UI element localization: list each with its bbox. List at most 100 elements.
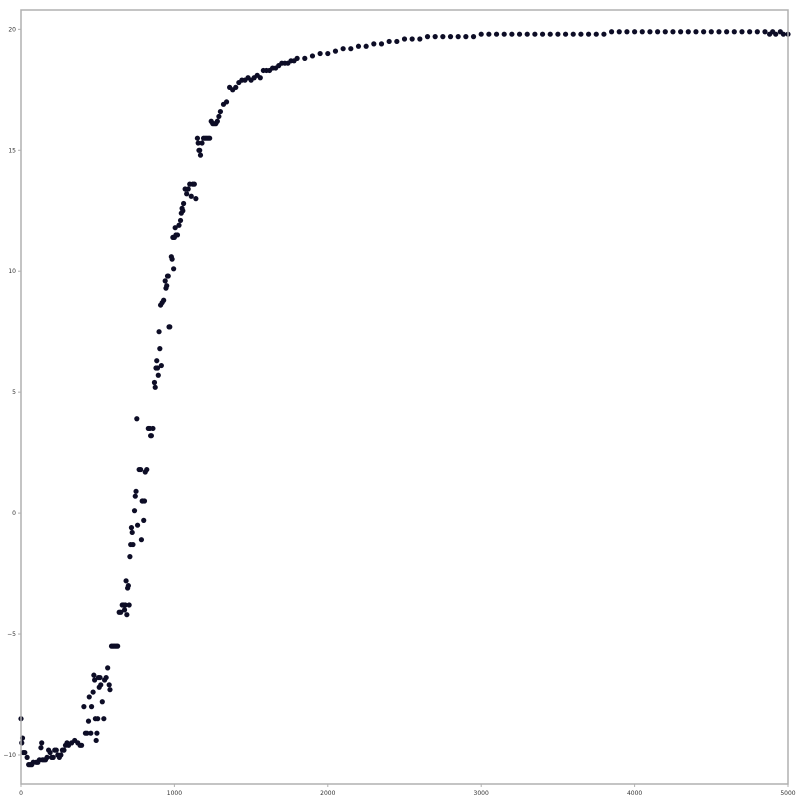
data-point: [731, 29, 737, 35]
data-point: [132, 493, 138, 499]
plot-frame: [20, 9, 789, 785]
data-point: [417, 36, 423, 42]
data-point: [780, 31, 787, 37]
data-point: [257, 75, 263, 81]
data-point: [107, 687, 113, 693]
data-point: [754, 29, 760, 35]
data-point: [167, 324, 173, 330]
data-point: [539, 31, 546, 37]
data-point: [747, 29, 753, 35]
y-axis: −10 −5 0 5 10 15 20: [3, 26, 21, 759]
data-point: [88, 704, 95, 710]
data-point: [624, 29, 630, 35]
data-point: [470, 34, 477, 40]
data-point: [47, 749, 53, 756]
data-point: [164, 283, 170, 289]
data-point: [632, 29, 638, 35]
data-point: [440, 34, 446, 40]
data-point: [386, 38, 392, 45]
data-point: [585, 31, 592, 37]
data-point: [678, 29, 684, 35]
data-point: [639, 29, 645, 35]
data-point: [98, 682, 104, 688]
data-point: [655, 29, 661, 35]
data-point: [317, 50, 323, 57]
data-point: [432, 34, 438, 40]
data-point: [578, 31, 584, 37]
data-point: [185, 186, 191, 192]
data-point: [180, 208, 186, 214]
data-point: [555, 31, 561, 37]
data-point: [401, 36, 408, 42]
data-point: [309, 53, 316, 59]
data-point: [177, 217, 184, 224]
data-point: [124, 612, 130, 618]
data-point: [84, 730, 90, 736]
data-point: [94, 730, 100, 736]
data-point: [38, 745, 44, 751]
data-point: [138, 466, 144, 473]
data-point: [131, 508, 138, 514]
data-point: [197, 152, 204, 158]
plot-area-background: [21, 10, 788, 784]
data-point: [97, 674, 103, 681]
x-tick-label: 1000: [167, 790, 182, 797]
data-point: [122, 602, 128, 608]
data-point: [127, 554, 133, 560]
data-point: [134, 522, 141, 528]
data-point: [156, 329, 162, 335]
data-point: [90, 689, 96, 695]
data-point: [22, 749, 28, 756]
data-point: [39, 740, 45, 746]
data-point: [207, 135, 213, 141]
data-point: [773, 31, 779, 37]
data-point: [91, 672, 97, 678]
data-point: [378, 41, 385, 47]
data-point: [363, 43, 369, 49]
data-point: [194, 135, 201, 141]
x-tick-label: 4000: [627, 790, 642, 797]
data-point: [121, 607, 128, 613]
data-point: [199, 140, 205, 146]
data-point: [150, 425, 156, 432]
data-point: [608, 29, 615, 35]
x-tick-label: 3000: [474, 790, 489, 797]
data-point: [172, 225, 178, 231]
y-tick-label: −10: [3, 752, 16, 759]
data-point: [169, 256, 175, 262]
data-point: [103, 674, 109, 681]
data-point: [524, 31, 530, 37]
data-point: [141, 517, 147, 523]
data-point: [115, 643, 121, 649]
data-point: [708, 29, 714, 35]
data-point: [126, 602, 132, 608]
data-point: [154, 365, 161, 371]
data-point: [133, 488, 139, 494]
data-point: [176, 222, 182, 228]
y-tick-label: 10: [8, 268, 16, 275]
y-tick-label: 20: [8, 26, 16, 33]
data-point: [670, 29, 676, 35]
data-point: [161, 297, 167, 303]
data-point: [165, 273, 171, 279]
data-point: [184, 191, 190, 197]
data-point: [547, 31, 553, 37]
data-point: [99, 699, 105, 705]
data-point: [81, 704, 87, 710]
data-point: [171, 266, 177, 272]
data-point: [58, 752, 64, 758]
x-axis: 0 1000 2000 3000 4000 5000: [19, 784, 796, 797]
data-point: [647, 29, 653, 35]
data-point: [724, 29, 730, 35]
data-point: [501, 31, 507, 37]
data-point: [762, 29, 768, 35]
data-point: [486, 31, 492, 37]
data-point: [516, 31, 523, 37]
data-point: [193, 196, 199, 202]
data-point: [562, 31, 569, 37]
data-point: [662, 29, 668, 35]
x-tick-label: 2000: [320, 790, 335, 797]
data-point: [340, 46, 346, 52]
data-point: [601, 31, 607, 37]
